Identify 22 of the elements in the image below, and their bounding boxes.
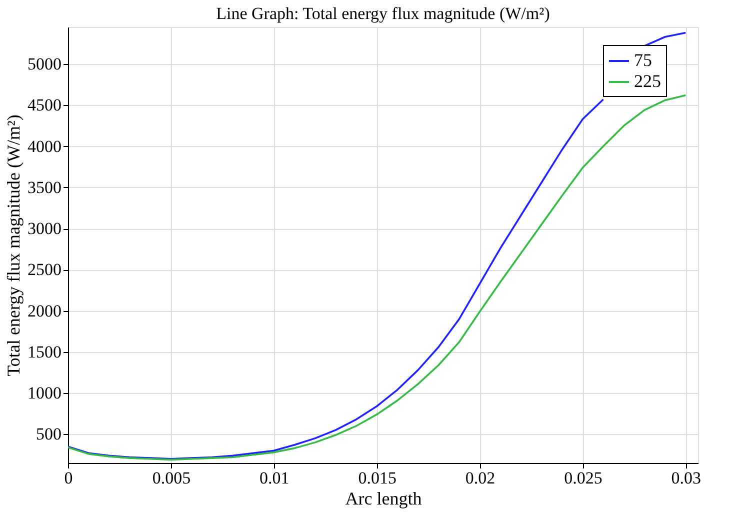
x-tick-label: 0: [64, 468, 73, 488]
y-tick-label: 4000: [28, 136, 62, 156]
y-tick-label: 1500: [28, 342, 62, 362]
x-tick-label: 0.015: [358, 468, 396, 488]
y-tick-label: 3000: [28, 219, 62, 238]
y-tick-label: 4500: [28, 96, 62, 115]
y-tick-label: 2000: [28, 301, 62, 320]
legend-label: 225: [634, 71, 661, 91]
y-axis-title: Total energy flux magnitude (W/m²): [4, 114, 24, 376]
chart-title: Line Graph: Total energy flux magnitude (W/m²): [216, 4, 550, 23]
legend-label: 75: [634, 50, 652, 70]
y-tick-label: 5000: [28, 54, 62, 74]
x-tick-label: 0.005: [152, 468, 191, 488]
y-tick-label: 1000: [28, 384, 62, 403]
x-tick-label: 0.03: [671, 468, 702, 488]
x-tick-label: 0.02: [465, 468, 496, 488]
y-tick-label: 2500: [28, 260, 62, 280]
y-tick-label: 500: [36, 424, 62, 444]
y-tick-label: 3500: [28, 178, 62, 197]
x-tick-label: 0.01: [260, 468, 290, 488]
x-tick-label: 0.025: [564, 468, 602, 488]
x-axis-title: Arc length: [345, 488, 422, 508]
